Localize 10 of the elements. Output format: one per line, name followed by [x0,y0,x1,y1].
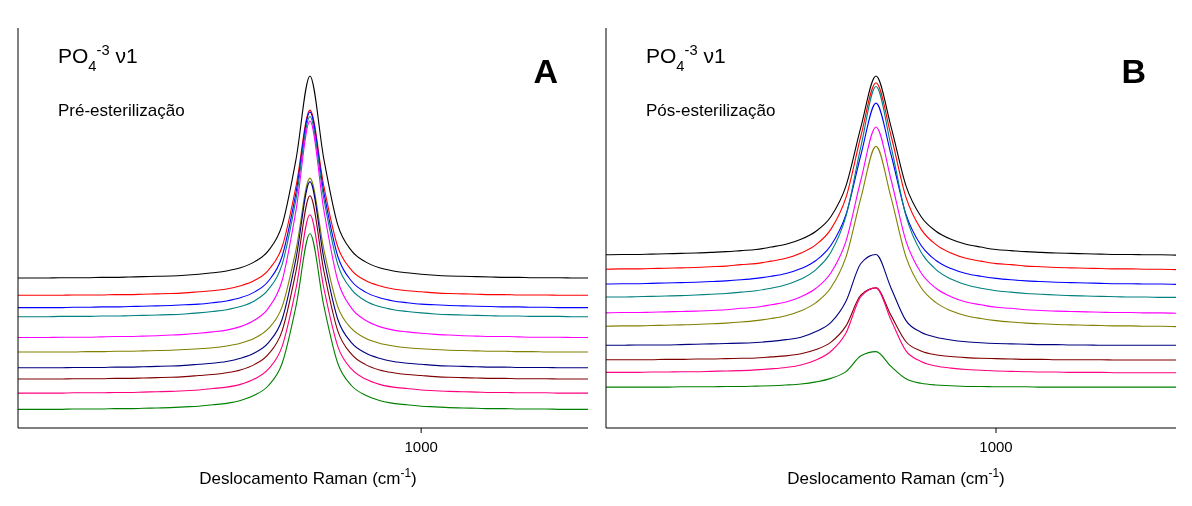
annotation: Pré-esterilização [58,101,185,120]
x-axis-title: Deslocamento Raman (cm$^{-1}$) [787,466,1005,488]
annotation: Pós-esterilização [646,101,776,120]
x-axis-title: Deslocamento Raman (cm$^{-1}$) [199,466,417,488]
text: 1000 [979,438,1013,455]
text: 1000 [404,438,438,455]
text: PO$_{4}$$^{-3}$ ν1 [58,42,138,74]
chart-title: A [533,52,558,90]
chart-title: B [1121,52,1146,90]
text: PO$_{4}$$^{-3}$ ν1 [646,42,726,74]
